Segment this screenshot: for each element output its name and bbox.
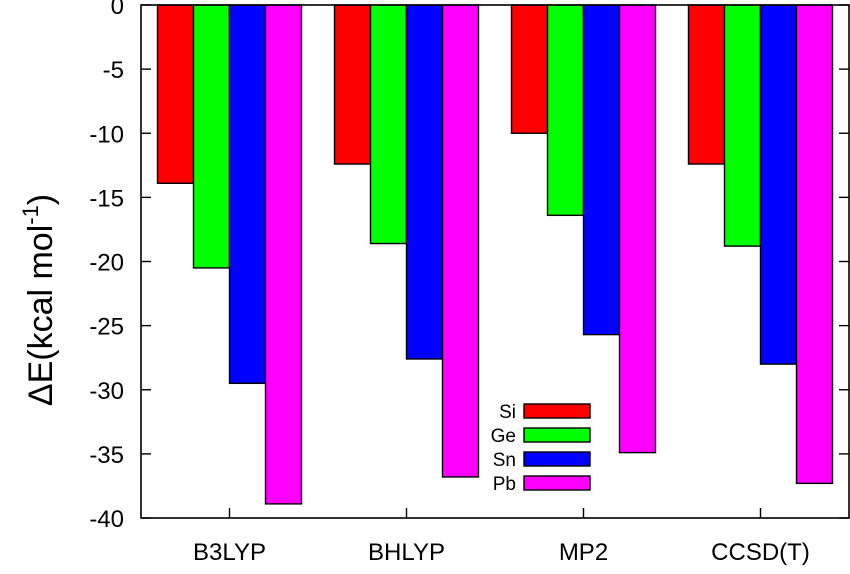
bar-sn-3 — [759, 4, 798, 365]
bar-ge-2 — [546, 4, 585, 217]
y-axis-label-superscript: -1 — [18, 205, 43, 225]
bar-pb-1 — [441, 4, 480, 478]
x-tick-label: CCSD(T) — [711, 539, 810, 566]
legend-swatch-si — [523, 403, 591, 419]
legend-label-pb: Pb — [493, 474, 516, 495]
plot-frame — [140, 4, 850, 519]
y-tick-label: 0 — [111, 0, 124, 20]
y-tick-label: -25 — [89, 314, 124, 341]
y-axis-label-close: ) — [22, 194, 60, 205]
y-tick-label: -15 — [89, 185, 124, 212]
bar-pb-2 — [618, 4, 657, 454]
bar-si-2 — [510, 4, 549, 134]
y-axis-label-main: ΔE(kcal mol — [22, 225, 60, 406]
y-tick-label: -20 — [89, 250, 124, 277]
legend-swatch-pb — [523, 475, 591, 491]
bar-pb-0 — [264, 4, 303, 505]
bar-si-1 — [333, 4, 372, 165]
bar-ge-1 — [369, 4, 408, 245]
bar-sn-0 — [228, 4, 267, 385]
x-tick-label: BHLYP — [368, 539, 445, 566]
x-tick-label: B3LYP — [193, 539, 266, 566]
bar-sn-1 — [405, 4, 444, 360]
bar-si-0 — [156, 4, 195, 184]
legend-label-si: Si — [499, 402, 516, 423]
bar-ge-0 — [192, 4, 231, 269]
y-tick-label: -30 — [89, 378, 124, 405]
y-tick-label: -5 — [103, 57, 124, 84]
x-tick-label: MP2 — [559, 539, 608, 566]
bar-si-3 — [687, 4, 726, 165]
legend-label-sn: Sn — [493, 450, 516, 471]
y-tick-label: -10 — [89, 121, 124, 148]
legend-label-ge: Ge — [491, 426, 516, 447]
y-tick-label: -40 — [89, 506, 124, 533]
bars-layer — [156, 4, 834, 505]
ticks-layer: B3LYP BHLYP MP2 CCSD(T) 0 -5 -10 -15 -20 -25 -30 -3… — [89, 0, 849, 566]
legend: Si Ge Sn Pb — [491, 402, 591, 495]
bar-ge-3 — [723, 4, 762, 247]
y-tick-label: -35 — [89, 442, 124, 469]
bar-pb-3 — [795, 4, 834, 485]
legend-swatch-ge — [523, 427, 591, 443]
bar-sn-2 — [582, 4, 621, 336]
y-axis-label: ΔE(kcal mol-1) — [18, 194, 60, 406]
legend-swatch-sn — [523, 451, 591, 467]
